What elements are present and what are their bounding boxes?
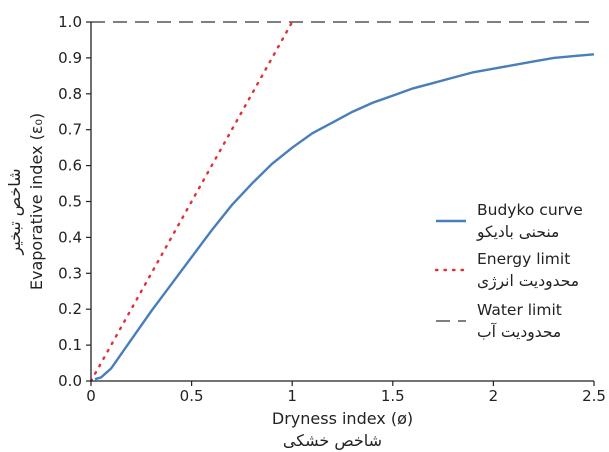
legend-label-fa-energy-limit: محدودیت انرژی [477,272,579,291]
energy-limit-line [89,20,294,383]
x-tick-label: 2.5 [582,387,606,405]
x-tick-label: 2 [489,387,499,405]
legend-label-water-limit: Water limit [477,301,562,319]
y-tick-label: 0.1 [58,336,82,354]
y-axis-label: Evaporative index (ε₀) [27,113,46,290]
y-tick-label: 0.8 [58,85,82,103]
y-tick-label: 0.7 [58,121,82,139]
x-axis-label-persian: شاخص خشکی [283,431,382,451]
x-tick-label: 0 [86,387,96,405]
budyko-curve-line [94,53,595,381]
legend: Budyko curve منحنی بادیکو Energy limit محدو… [434,201,583,342]
legend-label-fa-water-limit: محدودیت آب [477,322,561,342]
legend-label-budyko-curve: Budyko curve [477,201,583,219]
x-tick-label: 1.5 [381,387,405,405]
y-tick-label: 1.0 [58,13,82,31]
y-tick-label: 0.4 [58,228,82,246]
x-tick-label: 1 [287,387,297,405]
y-tick-label: 0.2 [58,300,82,318]
y-tick-label: 0.0 [58,372,82,390]
y-tick-label: 0.5 [58,193,82,211]
y-axis-label-persian: شاخص تبخیر [5,168,25,255]
x-axis-label: Dryness index (ø) [272,409,413,428]
y-tick-label: 0.3 [58,264,82,282]
y-tick-label: 0.9 [58,49,82,67]
legend-label-energy-limit: Energy limit [477,250,570,268]
y-tick-label: 0.6 [58,157,82,175]
legend-label-fa-budyko-curve: منحنی بادیکو [476,223,559,241]
x-tick-label: 0.5 [180,387,204,405]
